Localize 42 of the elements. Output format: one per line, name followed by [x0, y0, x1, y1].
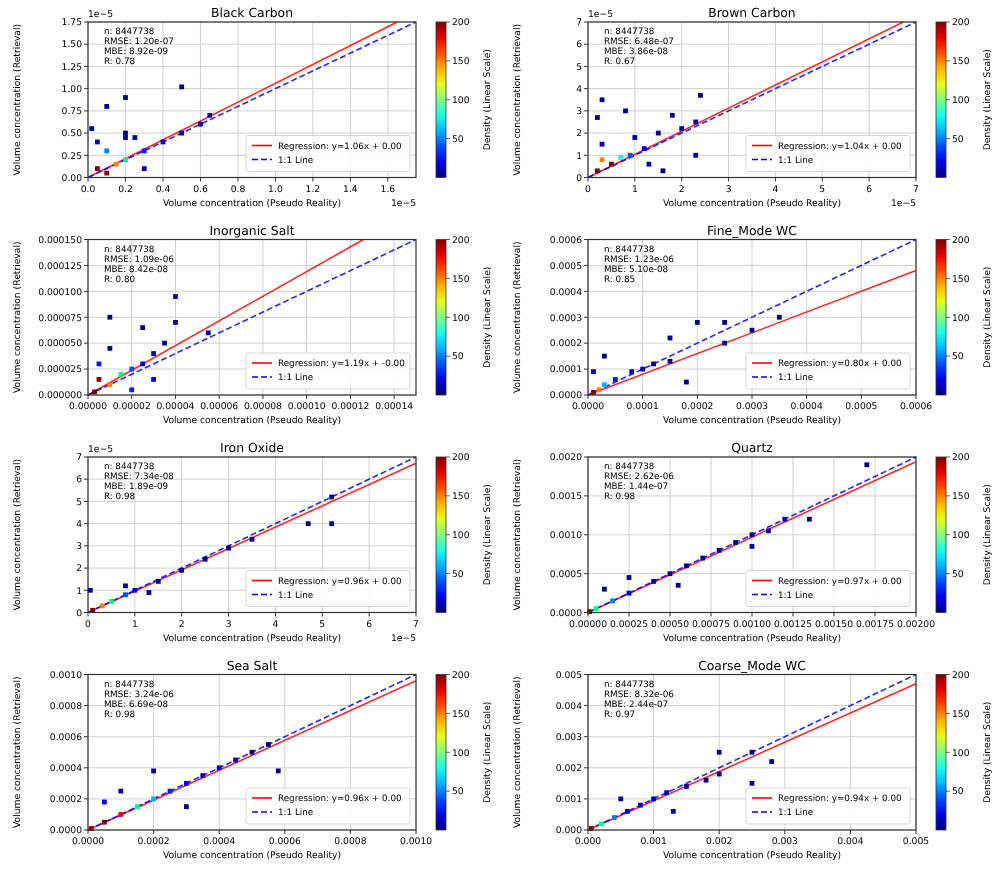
point [129, 387, 135, 393]
point [629, 369, 635, 375]
point [141, 148, 147, 154]
point [675, 582, 681, 588]
point [594, 168, 600, 174]
point [624, 808, 630, 814]
point [776, 314, 782, 320]
point [140, 325, 146, 331]
point [205, 330, 211, 336]
point [305, 521, 311, 527]
point [107, 382, 113, 388]
point [716, 547, 722, 553]
point [134, 804, 140, 810]
point [179, 84, 185, 90]
point [864, 462, 870, 468]
point [627, 152, 633, 158]
point [679, 126, 685, 132]
point [207, 112, 213, 118]
point [141, 166, 147, 172]
point [202, 556, 208, 562]
point [329, 521, 335, 527]
point [118, 371, 124, 377]
point [118, 788, 124, 794]
point [179, 567, 185, 573]
point [107, 314, 113, 320]
point [664, 790, 670, 796]
point [693, 152, 699, 158]
point [107, 345, 113, 351]
point [641, 146, 647, 152]
point [722, 340, 728, 346]
point [216, 765, 222, 771]
point [782, 516, 788, 522]
point [89, 126, 95, 132]
point [670, 808, 676, 814]
point [598, 821, 604, 827]
point [669, 112, 675, 118]
point [113, 161, 119, 167]
point [716, 749, 722, 755]
point [132, 587, 138, 593]
point [94, 166, 100, 172]
point [593, 606, 599, 612]
point [104, 148, 110, 154]
